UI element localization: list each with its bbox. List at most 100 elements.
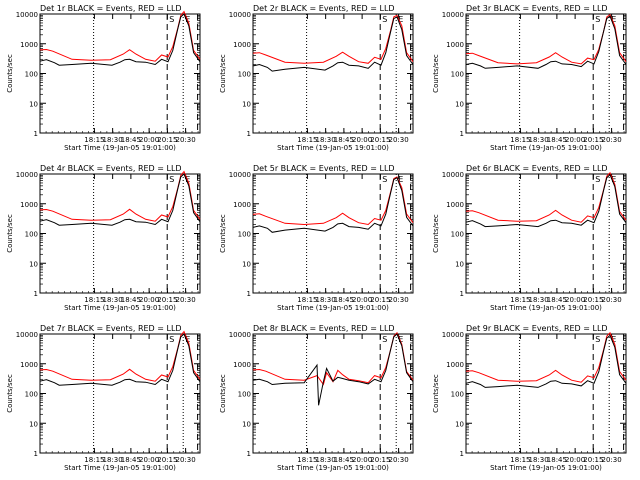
x-tick-label: 20:00 bbox=[565, 296, 585, 304]
y-tick-label: 1 bbox=[34, 130, 38, 138]
y-tick-label: 10000 bbox=[442, 331, 464, 339]
x-tick-label: 20:30 bbox=[389, 136, 409, 144]
x-tick-label: 20:15 bbox=[370, 136, 390, 144]
lld-series-line bbox=[252, 331, 414, 386]
y-tick-label: 1 bbox=[460, 130, 464, 138]
x-axis-label: Start Time (19-Jan-05 19:01:00) bbox=[277, 464, 389, 472]
y-tick-label: 1 bbox=[247, 290, 251, 298]
panel-title: Det 8r BLACK = Events, RED = LLD bbox=[253, 324, 395, 333]
y-axis-label: Counts/sec bbox=[6, 214, 14, 253]
y-tick-label: 10 bbox=[29, 100, 38, 108]
x-axis-label: Start Time (19-Jan-05 19:01:00) bbox=[277, 304, 389, 312]
y-tick-label: 10000 bbox=[16, 11, 38, 19]
x-axis-label: Start Time (19-Jan-05 19:01:00) bbox=[64, 304, 176, 312]
y-tick-label: 10 bbox=[242, 260, 251, 268]
lld-series-line bbox=[39, 170, 201, 222]
x-tick-label: 18:45 bbox=[547, 456, 567, 464]
start-marker: S bbox=[595, 15, 600, 24]
events-series-line bbox=[39, 333, 201, 386]
x-tick-label: 18:45 bbox=[121, 136, 141, 144]
detector-panel-8: Det 8r BLACK = Events, RED = LLD 1 10 100 10… bbox=[219, 324, 414, 472]
panel-title: Det 3r BLACK = Events, RED = LLD bbox=[466, 4, 608, 13]
events-series-line bbox=[252, 176, 414, 233]
x-tick-label: 20:15 bbox=[583, 456, 603, 464]
y-axis-label: Counts/sec bbox=[432, 214, 440, 253]
x-tick-label: 20:00 bbox=[352, 456, 372, 464]
y-tick-label: 10000 bbox=[229, 171, 251, 179]
x-tick-label: 18:15 bbox=[510, 136, 530, 144]
plot-frame bbox=[252, 333, 414, 454]
detector-panel-3: Det 3r BLACK = Events, RED = LLD 1 10 100 10… bbox=[432, 4, 627, 152]
plot-frame bbox=[465, 173, 627, 294]
plot-frame bbox=[465, 333, 627, 454]
end-marker: E bbox=[398, 15, 403, 24]
x-tick-label: 18:30 bbox=[316, 456, 336, 464]
y-tick-label: 10 bbox=[455, 100, 464, 108]
x-tick-label: 18:30 bbox=[316, 296, 336, 304]
y-tick-label: 1 bbox=[34, 290, 38, 298]
x-tick-label: 18:45 bbox=[121, 296, 141, 304]
x-tick-label: 20:15 bbox=[583, 136, 603, 144]
start-marker: S bbox=[595, 335, 600, 344]
start-marker: S bbox=[382, 335, 387, 344]
panel-title: Det 4r BLACK = Events, RED = LLD bbox=[40, 164, 182, 173]
x-tick-label: 18:30 bbox=[103, 136, 123, 144]
detector-panel-9: Det 9r BLACK = Events, RED = LLD 1 10 100 10… bbox=[432, 324, 627, 472]
x-tick-label: 18:30 bbox=[316, 136, 336, 144]
x-tick-label: 20:15 bbox=[370, 456, 390, 464]
y-axis-label: Counts/sec bbox=[432, 54, 440, 93]
plot-frame bbox=[252, 13, 414, 134]
x-tick-label: 20:15 bbox=[157, 136, 177, 144]
panel-title: Det 7r BLACK = Events, RED = LLD bbox=[40, 324, 182, 333]
lld-series-line bbox=[252, 14, 414, 64]
x-tick-label: 18:15 bbox=[297, 296, 317, 304]
start-marker: S bbox=[595, 175, 600, 184]
x-tick-label: 20:30 bbox=[176, 456, 196, 464]
y-tick-label: 1 bbox=[247, 130, 251, 138]
x-tick-label: 18:15 bbox=[84, 456, 104, 464]
y-axis-label: Counts/sec bbox=[432, 374, 440, 413]
x-tick-label: 18:45 bbox=[334, 296, 354, 304]
panel-title: Det 9r BLACK = Events, RED = LLD bbox=[466, 324, 608, 333]
x-tick-label: 18:15 bbox=[84, 136, 104, 144]
lld-series-line bbox=[252, 176, 414, 226]
y-tick-label: 100 bbox=[451, 231, 464, 239]
detector-panel-5: Det 5r BLACK = Events, RED = LLD 1 10 100 10… bbox=[219, 164, 414, 312]
x-axis-label: Start Time (19-Jan-05 19:01:00) bbox=[490, 464, 602, 472]
y-tick-label: 10000 bbox=[16, 171, 38, 179]
x-axis-label: Start Time (19-Jan-05 19:01:00) bbox=[277, 144, 389, 152]
y-tick-label: 10000 bbox=[229, 11, 251, 19]
y-tick-label: 100 bbox=[451, 391, 464, 399]
events-series-line bbox=[39, 173, 201, 226]
end-marker: E bbox=[611, 15, 616, 24]
x-tick-label: 20:30 bbox=[602, 456, 622, 464]
x-tick-label: 18:30 bbox=[529, 136, 549, 144]
y-axis-label: Counts/sec bbox=[219, 374, 227, 413]
y-tick-label: 10000 bbox=[229, 331, 251, 339]
x-tick-label: 20:30 bbox=[602, 296, 622, 304]
y-tick-label: 100 bbox=[451, 71, 464, 79]
plot-frame bbox=[39, 173, 201, 294]
end-marker: E bbox=[398, 335, 403, 344]
panel-title: Det 2r BLACK = Events, RED = LLD bbox=[253, 4, 395, 13]
end-marker: E bbox=[398, 175, 403, 184]
y-tick-label: 1 bbox=[460, 290, 464, 298]
x-tick-label: 18:30 bbox=[103, 456, 123, 464]
x-tick-label: 18:45 bbox=[547, 136, 567, 144]
y-tick-label: 10000 bbox=[442, 11, 464, 19]
x-tick-label: 18:30 bbox=[103, 296, 123, 304]
y-tick-label: 10 bbox=[29, 260, 38, 268]
y-tick-label: 1000 bbox=[446, 41, 464, 49]
lld-series-line bbox=[39, 10, 201, 62]
y-tick-label: 100 bbox=[25, 391, 38, 399]
end-marker: E bbox=[611, 175, 616, 184]
lld-series-line bbox=[465, 171, 627, 223]
lld-series-line bbox=[39, 330, 201, 382]
y-tick-label: 10 bbox=[242, 100, 251, 108]
plot-frame bbox=[252, 173, 414, 294]
x-tick-label: 20:00 bbox=[565, 136, 585, 144]
panel-title: Det 6r BLACK = Events, RED = LLD bbox=[466, 164, 608, 173]
panel-title: Det 1r BLACK = Events, RED = LLD bbox=[40, 4, 182, 13]
y-tick-label: 100 bbox=[238, 231, 251, 239]
